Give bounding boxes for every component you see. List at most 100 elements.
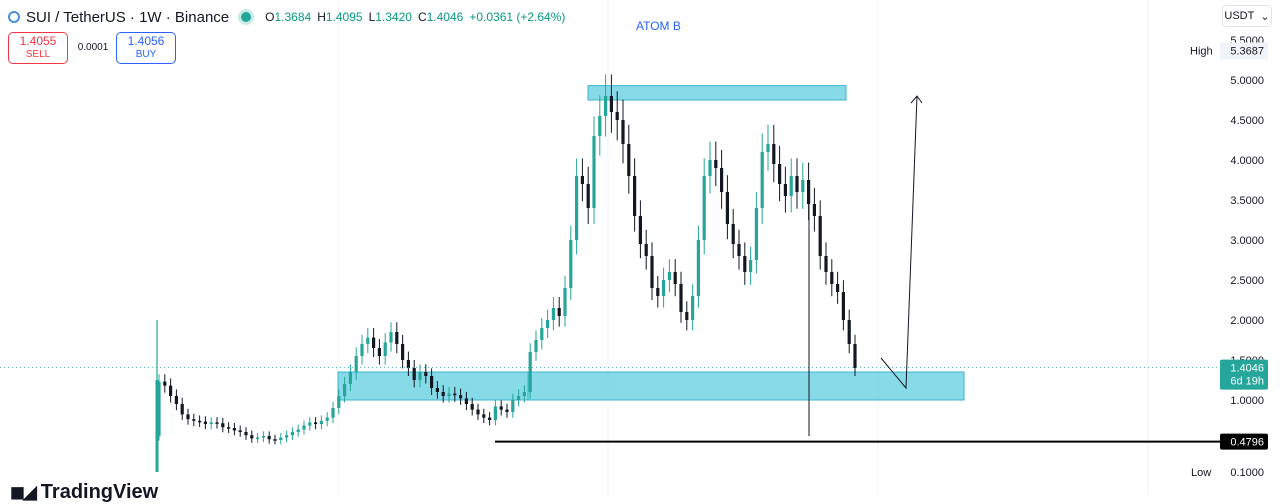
symbol-title[interactable]: SUI / TetherUS · 1W · Binance [26,8,230,26]
candle-body [441,392,445,396]
buy-button[interactable]: 1.4056 BUY [116,32,176,64]
candle-body [488,417,492,420]
price-tick-label: 4.5000 [1230,115,1264,127]
ohlc-high: H1.4095 [317,10,363,24]
candle-body [720,168,724,192]
currency-selector[interactable]: USDT ⌄ [1222,5,1272,27]
candle-body [633,176,637,216]
price-tick-label: 3.5000 [1230,195,1264,207]
tradingview-watermark: ◼◢ TradingView [10,481,158,504]
candle-body [702,176,706,240]
chevron-down-icon: ⌄ [1260,10,1270,23]
candle-body [575,176,579,240]
candle-body [737,244,741,256]
candle-body [841,292,845,320]
candle-body [302,425,306,430]
ohlc-low: L1.3420 [368,10,412,24]
candle-body [267,436,271,440]
candle-body [801,180,805,192]
price-tick-label: 1.0000 [1230,395,1264,407]
tradingview-logo-icon: ◼◢ [10,482,37,502]
zones [337,85,965,401]
candle-body [227,427,231,429]
candle-body [760,152,764,208]
demand-zone-right [527,371,965,401]
sui-logo-icon [8,11,20,23]
candle-body [586,184,590,208]
low-value: 0.1000 [1230,467,1264,479]
arrow-head-icon [910,95,923,104]
candle-body [261,436,265,438]
candle-body [656,288,660,296]
candle-body [667,272,671,280]
candle-body [203,421,207,424]
candle-body [493,406,497,420]
candle-body [772,144,776,164]
candle-body [174,396,178,404]
candle-body [273,439,277,441]
candle-body [250,435,254,439]
listing-spike-body [155,380,159,472]
high-value-bg [1220,42,1268,60]
candle-body [279,437,283,440]
candle-body [592,136,596,208]
candle-body [528,352,532,392]
candles [155,74,857,472]
grid [337,0,1149,495]
watermark-text: TradingView [40,481,159,503]
candle-body [209,422,213,424]
candle-body [360,344,364,356]
last-price-bg [1220,359,1268,390]
candle-body [453,393,457,396]
candle-body [789,176,793,196]
candle-body [836,284,840,292]
candle-body [749,260,753,272]
high-label: High [1190,46,1213,58]
low-label-bg [1186,464,1218,481]
buy-label: BUY [135,49,157,60]
candle-body [725,192,729,224]
candle-body [685,312,689,320]
candle-body [435,388,439,392]
candle-body [314,422,318,424]
annotation-label: ATOM B [636,19,681,33]
candle-body [430,376,434,388]
sell-button[interactable]: 1.4055 SELL [8,32,68,64]
candle-body [673,272,677,284]
candle-body [557,308,561,316]
candle-body [795,176,799,192]
candle-body [163,381,167,386]
candle-body [662,280,666,296]
buy-price: 1.4056 [127,34,165,48]
candle-body [389,332,393,343]
last-price-label: 1.4046 [1230,363,1264,375]
candle-body [783,184,787,196]
candle-body [296,429,300,432]
price-tick-label: 4.0000 [1230,155,1264,167]
price-tick-label: 2.0000 [1230,315,1264,327]
candle-body [383,342,387,356]
candle-body [517,396,521,400]
candle-body [406,360,410,368]
candle-body [395,332,399,344]
price-tick-label: 5.0000 [1230,75,1264,87]
candle-body [319,420,323,424]
candle-body [818,216,822,256]
candle-body [540,328,544,340]
price-tick-label: 3.0000 [1230,235,1264,247]
candle-body [198,420,202,423]
candle-body [563,288,567,316]
candle-body [824,256,828,272]
candle-body [615,112,619,120]
projection-path [880,95,918,390]
candle-body [743,256,747,272]
candle-body [232,428,236,431]
countdown-label: 6d 19h [1230,376,1264,388]
candle-body [337,396,341,408]
ohlc-close: C1.4046 [417,10,464,24]
candle-body [325,417,329,421]
candle-body [238,430,242,432]
candle-body [598,116,602,136]
candle-body [812,204,816,216]
